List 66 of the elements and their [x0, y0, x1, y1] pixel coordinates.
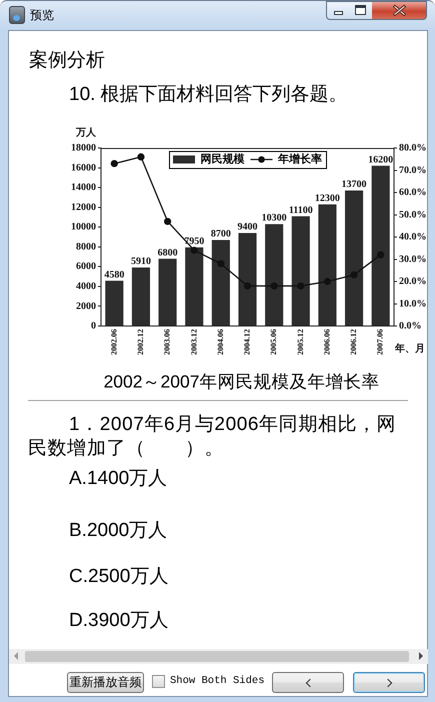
text: C.2500万人 [69, 565, 168, 588]
y2-tick-label: 70.0% [399, 164, 426, 176]
point [350, 271, 358, 278]
data-label: 4580 [104, 269, 124, 280]
text: 预览 [30, 8, 54, 22]
y2-tick-label: 0.0% [399, 320, 422, 332]
y-tick-label: 8000 [76, 241, 96, 252]
data-label: 6800 [158, 247, 178, 258]
y-tick-label: 2000 [76, 300, 96, 312]
legend-label: 网民规模 [200, 152, 246, 166]
point [190, 246, 198, 254]
x-tick-label: 2004.06 [216, 329, 225, 355]
data-label: 9400 [238, 222, 258, 233]
point [324, 278, 332, 286]
point [244, 282, 252, 290]
point [270, 282, 278, 290]
y-tick-label: 12000 [71, 202, 96, 213]
y-tick-label: 16000 [71, 162, 96, 174]
audio-replay-button: 重新播放音频 [67, 672, 144, 693]
y2-tick-label: 60.0% [399, 187, 426, 198]
data-label: 13700 [342, 179, 367, 190]
x-tick-label: 2007.06 [376, 329, 385, 355]
data-label: 11100 [288, 204, 313, 216]
text: D.3900万人 [69, 609, 168, 632]
data-label: 8700 [210, 228, 231, 240]
x-tick-label: 2005.06 [269, 329, 278, 355]
legend-label: 年增长率 [277, 152, 322, 166]
text: B.2000万人 [69, 519, 168, 542]
x-tick-label: 2003.06 [162, 329, 172, 355]
y2-tick-label: 50.0% [399, 209, 426, 220]
y-tick-label: 14000 [71, 182, 96, 194]
point [164, 218, 172, 226]
point [217, 260, 224, 268]
x-tick-label: 2005.12 [296, 329, 305, 355]
point [297, 282, 304, 290]
y2-tick-label: 40.0% [399, 232, 426, 243]
x-tick-label: 2003.12 [189, 329, 198, 355]
y-axis-title: 万人 [75, 126, 97, 139]
x-tick-label: 2006.12 [349, 329, 358, 355]
x-axis-title: 年、月 [394, 342, 425, 355]
y2-tick-label: 80.0% [399, 142, 426, 154]
text: 1．2007年6月与2006年同期相比，网民数增加了（ ）。 [28, 413, 398, 461]
y2-tick-label: 10.0% [399, 298, 426, 310]
point [137, 153, 145, 160]
y-tick-label: 0 [91, 320, 96, 332]
text: Show Both Sides [170, 675, 265, 687]
text: A.1400万人 [69, 467, 168, 490]
x-tick-label: 2004.12 [242, 329, 252, 355]
y-tick-label: 10000 [71, 222, 96, 233]
text: 2002～2007年网民规模及年增长率 [104, 371, 380, 392]
y2-tick-label: 20.0% [399, 276, 426, 288]
data-label: 12300 [314, 192, 340, 204]
data-label: 16200 [368, 154, 394, 166]
text: 10. 根据下面材料回答下列各题。 [69, 83, 348, 106]
y-tick-label: 18000 [71, 142, 96, 154]
x-tick-label: 2002.12 [136, 329, 146, 355]
text: 案例分析 [29, 49, 105, 72]
x-tick-label: 2002.06 [109, 329, 118, 355]
data-label: 10300 [262, 212, 287, 224]
y2-tick-label: 30.0% [399, 254, 426, 265]
y-tick-label: 4000 [76, 281, 96, 292]
point [110, 160, 118, 168]
data-label: 5910 [130, 256, 151, 268]
x-tick-label: 2006.06 [322, 329, 332, 355]
point [377, 251, 384, 258]
y-tick-label: 6000 [76, 261, 96, 272]
